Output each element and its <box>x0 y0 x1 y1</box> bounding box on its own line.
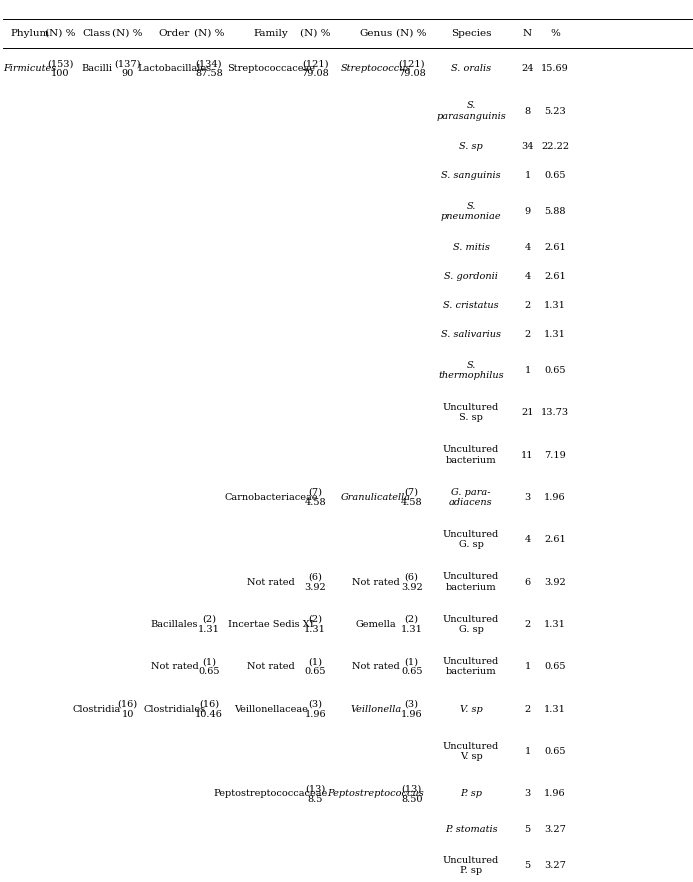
Text: (1)
0.65: (1) 0.65 <box>401 657 423 676</box>
Text: (2)
1.31: (2) 1.31 <box>401 615 423 634</box>
Text: %: % <box>550 29 560 38</box>
Text: Uncultured
G. sp: Uncultured G. sp <box>443 530 499 549</box>
Text: 5.23: 5.23 <box>544 107 566 116</box>
Text: (153)
100: (153) 100 <box>47 59 73 78</box>
Text: (7)
4.58: (7) 4.58 <box>304 488 326 507</box>
Text: Not rated: Not rated <box>247 662 295 671</box>
Text: 1.31: 1.31 <box>544 330 566 340</box>
Text: 2.61: 2.61 <box>544 243 566 252</box>
Text: S. mitis: S. mitis <box>453 243 489 252</box>
Text: 1: 1 <box>525 171 531 181</box>
Text: 3.27: 3.27 <box>544 825 566 834</box>
Text: (N) %: (N) % <box>194 29 225 38</box>
Text: 3.92: 3.92 <box>544 578 566 587</box>
Text: 22.22: 22.22 <box>541 142 569 152</box>
Text: N: N <box>523 29 532 38</box>
Text: (13)
8.5: (13) 8.5 <box>305 784 325 804</box>
Text: (N) %: (N) % <box>396 29 427 38</box>
Text: Uncultured
bacterium: Uncultured bacterium <box>443 445 499 465</box>
Text: 2: 2 <box>525 301 531 310</box>
Text: 1.31: 1.31 <box>544 705 566 714</box>
Text: S. salivarius: S. salivarius <box>441 330 501 340</box>
Text: S.
thermophilus: S. thermophilus <box>438 361 504 380</box>
Text: 13.73: 13.73 <box>541 408 569 417</box>
Text: 4: 4 <box>525 535 531 544</box>
Text: S. cristatus: S. cristatus <box>443 301 499 310</box>
Text: 0.65: 0.65 <box>544 747 566 756</box>
Text: 1.31: 1.31 <box>544 301 566 310</box>
Text: Not rated: Not rated <box>247 578 295 587</box>
Text: 2: 2 <box>525 705 531 714</box>
Text: (121)
79.08: (121) 79.08 <box>398 59 426 78</box>
Text: Peptostreptococcus: Peptostreptococcus <box>327 789 424 798</box>
Text: S. sp: S. sp <box>459 142 483 152</box>
Text: 11: 11 <box>521 451 534 460</box>
Text: (121)
79.08: (121) 79.08 <box>301 59 329 78</box>
Text: (7)
4.58: (7) 4.58 <box>401 488 423 507</box>
Text: (1)
0.65: (1) 0.65 <box>198 657 220 676</box>
Text: Phylum: Phylum <box>10 29 49 38</box>
Text: Firmicutes: Firmicutes <box>3 64 56 73</box>
Text: 0.65: 0.65 <box>544 366 566 375</box>
Text: 2.61: 2.61 <box>544 272 566 281</box>
Text: 3.27: 3.27 <box>544 861 566 870</box>
Text: P. stomatis: P. stomatis <box>445 825 498 834</box>
Text: (2)
1.31: (2) 1.31 <box>304 615 326 634</box>
Text: 6: 6 <box>525 578 531 587</box>
Text: Order: Order <box>159 29 190 38</box>
Text: Lactobacillales: Lactobacillales <box>137 64 211 73</box>
Text: 5: 5 <box>525 861 531 870</box>
Text: 2: 2 <box>525 620 531 629</box>
Text: S.
pneumoniae: S. pneumoniae <box>441 202 501 221</box>
Text: S. sanguinis: S. sanguinis <box>441 171 501 181</box>
Text: Uncultured
S. sp: Uncultured S. sp <box>443 403 499 422</box>
Text: (N) %: (N) % <box>45 29 76 38</box>
Text: S.
parasanguinis: S. parasanguinis <box>436 101 506 121</box>
Text: 1.96: 1.96 <box>544 493 566 502</box>
Text: 15.69: 15.69 <box>541 64 569 73</box>
Text: Uncultured
G. sp: Uncultured G. sp <box>443 615 499 634</box>
Text: P. sp: P. sp <box>460 789 482 798</box>
Text: 8: 8 <box>525 107 531 116</box>
Text: Not rated: Not rated <box>150 662 198 671</box>
Text: S. gordonii: S. gordonii <box>444 272 498 281</box>
Text: 0.65: 0.65 <box>544 662 566 671</box>
Text: Class: Class <box>82 29 111 38</box>
Text: 0.65: 0.65 <box>544 171 566 181</box>
Text: 24: 24 <box>521 64 534 73</box>
Text: Clostridia: Clostridia <box>73 705 121 714</box>
Text: (3)
1.96: (3) 1.96 <box>401 699 423 719</box>
Text: Veillonellaceae: Veillonellaceae <box>234 705 308 714</box>
Text: Uncultured
P. sp: Uncultured P. sp <box>443 856 499 875</box>
Text: 9: 9 <box>525 207 531 216</box>
Text: Not rated: Not rated <box>352 662 400 671</box>
Text: V. sp: V. sp <box>459 705 482 714</box>
Text: 2: 2 <box>525 330 531 340</box>
Text: 21: 21 <box>521 408 534 417</box>
Text: Granulicatella: Granulicatella <box>341 493 411 502</box>
Text: 3: 3 <box>525 789 531 798</box>
Text: Not rated: Not rated <box>352 578 400 587</box>
Text: 7.19: 7.19 <box>544 451 566 460</box>
Text: (16)
10.46: (16) 10.46 <box>195 699 223 719</box>
Text: 5.88: 5.88 <box>544 207 566 216</box>
Text: 3: 3 <box>525 493 531 502</box>
Text: 1.96: 1.96 <box>544 789 566 798</box>
Text: (N) %: (N) % <box>112 29 143 38</box>
Text: (6)
3.92: (6) 3.92 <box>401 572 423 592</box>
Text: (6)
3.92: (6) 3.92 <box>304 572 326 592</box>
Text: Gemella: Gemella <box>356 620 396 629</box>
Text: (13)
8.50: (13) 8.50 <box>401 784 423 804</box>
Text: Uncultured
V. sp: Uncultured V. sp <box>443 742 499 761</box>
Text: Incertae Sedis XI: Incertae Sedis XI <box>228 620 314 629</box>
Text: 1.31: 1.31 <box>544 620 566 629</box>
Text: (1)
0.65: (1) 0.65 <box>304 657 326 676</box>
Text: Streptococcaceae: Streptococcaceae <box>227 64 315 73</box>
Text: (3)
1.96: (3) 1.96 <box>304 699 326 719</box>
Text: Uncultured
bacterium: Uncultured bacterium <box>443 572 499 592</box>
Text: G. para-
adiacens: G. para- adiacens <box>449 488 493 507</box>
Text: 4: 4 <box>525 272 531 281</box>
Text: 1: 1 <box>525 747 531 756</box>
Text: (16)
10: (16) 10 <box>118 699 138 719</box>
Text: Family: Family <box>254 29 288 38</box>
